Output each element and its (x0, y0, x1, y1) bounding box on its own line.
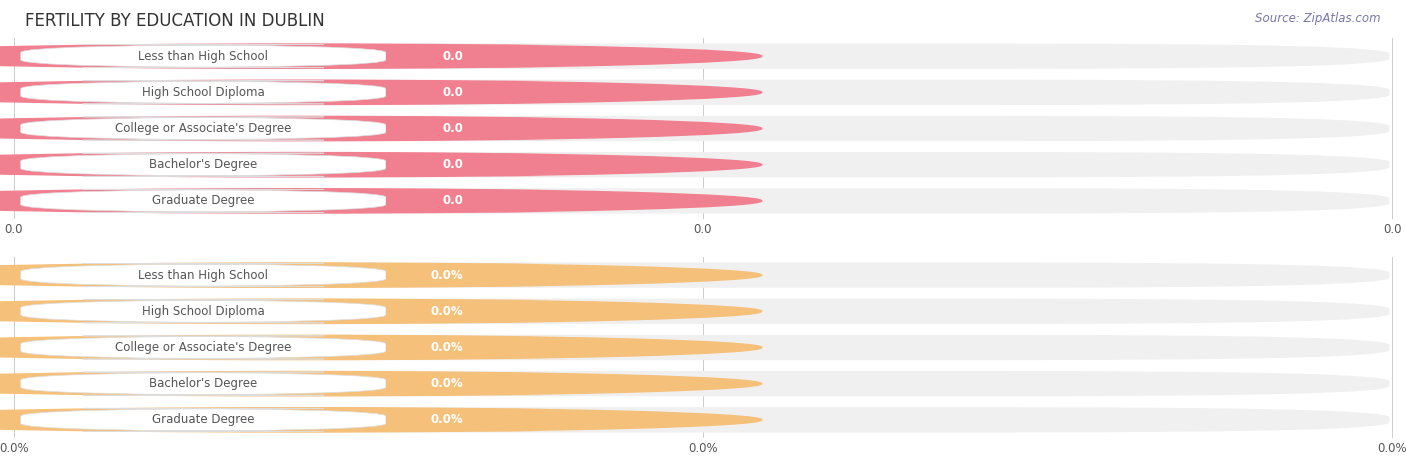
Text: 0.0: 0.0 (443, 194, 463, 208)
Circle shape (0, 188, 762, 213)
FancyBboxPatch shape (21, 336, 387, 359)
FancyBboxPatch shape (21, 81, 387, 104)
Text: Bachelor's Degree: Bachelor's Degree (149, 377, 257, 390)
Text: 0.0: 0.0 (443, 158, 463, 171)
FancyBboxPatch shape (21, 335, 1389, 360)
FancyBboxPatch shape (21, 189, 387, 212)
Circle shape (0, 152, 762, 177)
Text: High School Diploma: High School Diploma (142, 305, 264, 318)
Text: 0.0%: 0.0% (430, 377, 463, 390)
Text: Less than High School: Less than High School (138, 268, 269, 282)
Text: Less than High School: Less than High School (138, 50, 269, 63)
Text: FERTILITY BY EDUCATION IN DUBLIN: FERTILITY BY EDUCATION IN DUBLIN (25, 12, 325, 30)
FancyBboxPatch shape (21, 116, 1389, 141)
Circle shape (0, 335, 762, 360)
Text: 0.0: 0.0 (443, 122, 463, 135)
FancyBboxPatch shape (273, 264, 593, 287)
FancyBboxPatch shape (21, 262, 1389, 288)
Circle shape (0, 407, 762, 432)
FancyBboxPatch shape (273, 300, 593, 323)
FancyBboxPatch shape (21, 152, 1389, 178)
FancyBboxPatch shape (21, 153, 387, 176)
FancyBboxPatch shape (273, 153, 593, 176)
FancyBboxPatch shape (21, 372, 387, 395)
Text: Bachelor's Degree: Bachelor's Degree (149, 158, 257, 171)
Text: 0.0%: 0.0% (430, 413, 463, 426)
Text: College or Associate's Degree: College or Associate's Degree (115, 341, 291, 354)
FancyBboxPatch shape (273, 81, 593, 104)
Circle shape (0, 299, 762, 324)
Text: 0.0: 0.0 (443, 86, 463, 99)
Text: Graduate Degree: Graduate Degree (152, 413, 254, 426)
FancyBboxPatch shape (21, 45, 387, 68)
FancyBboxPatch shape (21, 188, 1389, 214)
Text: College or Associate's Degree: College or Associate's Degree (115, 122, 291, 135)
Circle shape (0, 44, 762, 69)
FancyBboxPatch shape (273, 189, 593, 212)
FancyBboxPatch shape (21, 264, 387, 287)
FancyBboxPatch shape (273, 45, 593, 68)
Circle shape (0, 263, 762, 288)
FancyBboxPatch shape (21, 300, 387, 323)
FancyBboxPatch shape (21, 79, 1389, 105)
Text: 0.0%: 0.0% (430, 268, 463, 282)
FancyBboxPatch shape (273, 336, 593, 359)
FancyBboxPatch shape (21, 407, 1389, 433)
Text: 0.0: 0.0 (443, 50, 463, 63)
FancyBboxPatch shape (273, 372, 593, 395)
Text: 0.0%: 0.0% (430, 341, 463, 354)
FancyBboxPatch shape (273, 408, 593, 431)
Text: 0.0%: 0.0% (430, 305, 463, 318)
Circle shape (0, 80, 762, 105)
Text: Source: ZipAtlas.com: Source: ZipAtlas.com (1256, 12, 1381, 25)
FancyBboxPatch shape (21, 298, 1389, 324)
FancyBboxPatch shape (21, 408, 387, 431)
FancyBboxPatch shape (21, 43, 1389, 69)
Circle shape (0, 116, 762, 141)
FancyBboxPatch shape (21, 371, 1389, 397)
Text: Graduate Degree: Graduate Degree (152, 194, 254, 208)
FancyBboxPatch shape (21, 117, 387, 140)
FancyBboxPatch shape (273, 117, 593, 140)
Text: High School Diploma: High School Diploma (142, 86, 264, 99)
Circle shape (0, 371, 762, 396)
